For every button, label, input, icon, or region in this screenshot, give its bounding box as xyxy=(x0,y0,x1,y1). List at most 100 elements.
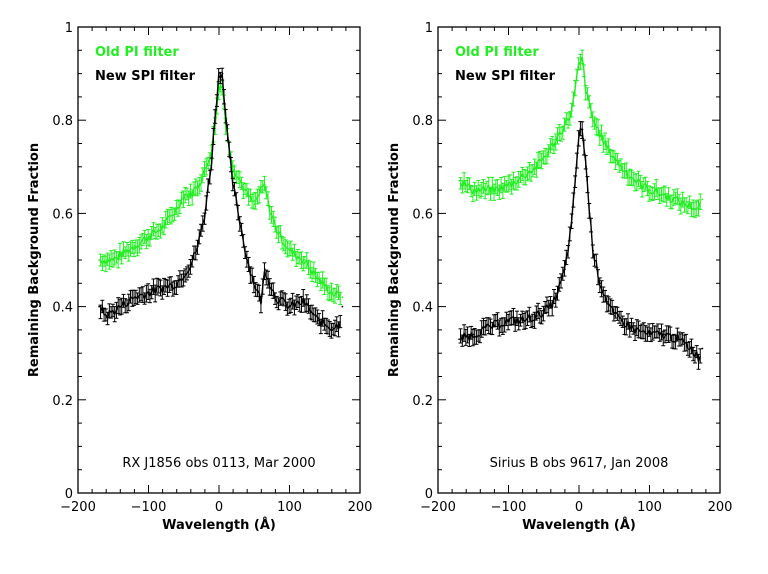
data-point xyxy=(112,259,115,261)
data-point xyxy=(105,315,108,317)
data-point xyxy=(175,207,178,210)
y-tick-label: 0.8 xyxy=(412,114,433,129)
data-point xyxy=(302,259,305,261)
data-line xyxy=(459,56,701,211)
data-point xyxy=(316,319,319,322)
data-point xyxy=(232,165,235,168)
data-point xyxy=(606,301,609,303)
series-old-pi-filter xyxy=(98,79,344,306)
y-tick-label: 1 xyxy=(65,21,73,36)
y-tick-label: 0.2 xyxy=(52,394,73,409)
data-point xyxy=(535,165,538,168)
y-tick-label: 0.2 xyxy=(412,394,433,409)
data-point xyxy=(147,235,150,238)
data-point xyxy=(571,109,573,112)
data-point xyxy=(218,72,220,75)
legend-entry: New SPI filter xyxy=(455,69,556,84)
data-point xyxy=(571,221,573,224)
data-point xyxy=(648,189,651,192)
data-point xyxy=(472,189,475,192)
data-point xyxy=(662,333,665,336)
data-point xyxy=(458,179,461,182)
data-point xyxy=(578,133,580,136)
data-point xyxy=(263,268,266,271)
panel-1: 0 0.2 0.4 0.6 0.8 1 −200 −100 0 100 200 Wavelength … xyxy=(27,21,372,533)
legend-entry: New SPI filter xyxy=(95,69,196,84)
data-point xyxy=(701,347,704,350)
data-point xyxy=(253,203,256,205)
data-point xyxy=(458,338,461,341)
series-new-spi-filter xyxy=(98,67,344,339)
data-point xyxy=(204,170,206,173)
data-point xyxy=(316,277,319,280)
y-tick-label: 1 xyxy=(425,21,433,36)
x-tick-label: 0 xyxy=(575,500,583,515)
x-axis-title: Wavelength (Å) xyxy=(522,517,636,533)
annotation: Sirius B obs 9617, Jan 2008 xyxy=(490,456,669,471)
data-point xyxy=(493,324,496,327)
y-tick-label: 0 xyxy=(425,487,433,502)
data-point xyxy=(521,175,524,178)
data-point xyxy=(221,72,224,75)
data-point xyxy=(341,305,344,308)
plot-frame xyxy=(437,26,721,494)
x-tick-label: −200 xyxy=(420,500,456,515)
data-point xyxy=(662,193,665,196)
data-point xyxy=(341,296,344,299)
data-point xyxy=(302,301,305,303)
y-tick-label: 0.6 xyxy=(412,207,433,222)
data-point xyxy=(581,128,584,131)
data-point xyxy=(239,221,242,224)
data-point xyxy=(620,319,623,322)
data-point xyxy=(246,193,249,196)
data-point xyxy=(161,287,164,289)
data-point xyxy=(556,291,559,294)
data-point xyxy=(133,296,136,299)
data-point xyxy=(133,245,136,247)
data-point xyxy=(613,315,616,317)
y-tick-label: 0.4 xyxy=(412,301,433,316)
data-line xyxy=(99,71,341,332)
data-point xyxy=(309,310,312,313)
data-point xyxy=(147,291,150,294)
data-point xyxy=(592,119,594,122)
y-tick-label: 0.6 xyxy=(52,207,73,222)
data-point xyxy=(599,282,602,285)
data-point xyxy=(98,259,101,261)
data-point xyxy=(564,123,566,126)
series-old-pi-filter xyxy=(458,49,704,218)
data-point xyxy=(701,198,704,201)
data-point xyxy=(182,193,185,196)
data-point xyxy=(472,333,475,336)
data-point xyxy=(592,249,594,252)
legend-entry: Old PI filter xyxy=(455,45,539,60)
data-point xyxy=(161,226,164,229)
data-point xyxy=(507,184,510,187)
data-point xyxy=(288,305,291,308)
data-point xyxy=(676,338,679,341)
data-point xyxy=(225,119,227,122)
y-tick-label: 0 xyxy=(65,487,73,502)
data-point xyxy=(634,179,637,182)
data-point xyxy=(196,245,199,247)
data-point xyxy=(260,189,263,192)
y-tick-label: 0.8 xyxy=(52,114,73,129)
data-point xyxy=(218,86,220,89)
data-point xyxy=(98,305,101,308)
data-point xyxy=(189,193,192,196)
x-tick-label: 200 xyxy=(348,500,373,515)
y-tick-label: 0.4 xyxy=(52,301,73,316)
data-point xyxy=(246,259,249,261)
x-tick-label: 0 xyxy=(215,500,223,515)
data-point xyxy=(493,189,496,192)
data-point xyxy=(330,291,333,294)
data-point xyxy=(267,277,270,280)
data-point xyxy=(204,212,206,215)
data-point xyxy=(260,301,263,303)
data-line xyxy=(459,127,701,363)
data-line xyxy=(99,84,341,299)
data-point xyxy=(574,175,577,178)
data-point xyxy=(507,319,510,322)
data-point xyxy=(683,203,686,205)
